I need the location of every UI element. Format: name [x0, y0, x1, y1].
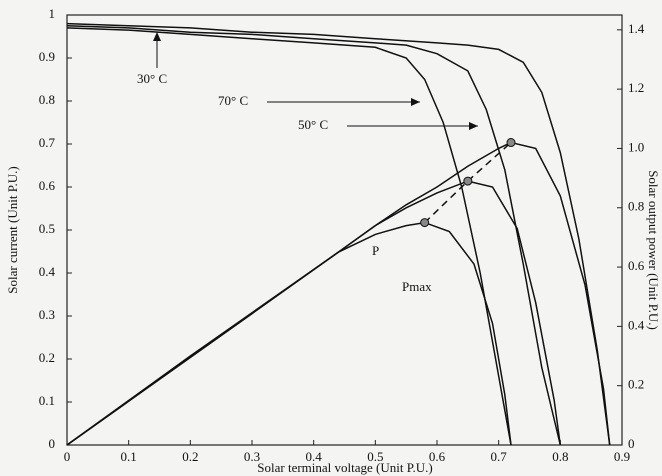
y2-tick-label: 0.4 [628, 317, 645, 332]
curve [66, 27, 512, 446]
y2-axis-title: Solar output power (Unit P.U.) [646, 170, 661, 330]
y2-tick-label: 1.4 [628, 21, 645, 36]
pmax-point [506, 138, 516, 148]
y-tick-label: 0.8 [39, 92, 55, 107]
y-axis-title: Solar current (Unit P.U.) [5, 166, 20, 293]
arrow-head [469, 122, 478, 130]
y-tick-label: 0.1 [39, 393, 55, 408]
arrow-head [153, 32, 161, 41]
annotation: P [372, 243, 379, 258]
y-tick-label: 0.5 [39, 221, 55, 236]
y-tick-label: 0.9 [39, 49, 55, 64]
x-tick-label: 0.3 [244, 449, 260, 464]
y2-tick-label: 0.8 [628, 199, 644, 214]
y2-tick-label: 0.6 [628, 258, 645, 273]
temperature-label: 50° C [298, 117, 328, 132]
y2-tick-label: 1.2 [628, 80, 644, 95]
pmax-line [424, 141, 512, 224]
x-tick-label: 0.2 [182, 449, 198, 464]
y-tick-label: 0.6 [39, 178, 56, 193]
temperature-label: 70° C [218, 93, 248, 108]
y-tick-label: 0.7 [39, 135, 56, 150]
x-tick-label: 0 [64, 449, 71, 464]
y2-tick-label: 1.0 [628, 139, 644, 154]
curve [66, 25, 562, 446]
y2-tick-label: 0 [628, 436, 635, 451]
annotation: Pmax [402, 279, 432, 294]
curve [66, 22, 611, 446]
x-axis-title: Solar terminal voltage (Unit P.U.) [257, 460, 432, 475]
x-tick-label: 0.8 [552, 449, 568, 464]
x-tick-label: 0.5 [367, 449, 383, 464]
y-tick-label: 0 [49, 436, 56, 451]
pmax-point [463, 176, 473, 186]
y-tick-label: 0.2 [39, 350, 55, 365]
x-tick-label: 0.1 [121, 449, 137, 464]
x-tick-label: 0.7 [491, 449, 508, 464]
y-tick-label: 0.3 [39, 307, 55, 322]
x-tick-label: 0.9 [614, 449, 630, 464]
y-tick-label: 0.4 [39, 264, 56, 279]
x-tick-label: 0.6 [429, 449, 446, 464]
pmax-point [420, 218, 430, 228]
x-tick-label: 0.4 [306, 449, 323, 464]
temperature-label: 30° C [137, 71, 167, 86]
y-tick-label: 1 [49, 6, 56, 21]
arrow-head [411, 98, 420, 106]
y2-tick-label: 0.2 [628, 377, 644, 392]
